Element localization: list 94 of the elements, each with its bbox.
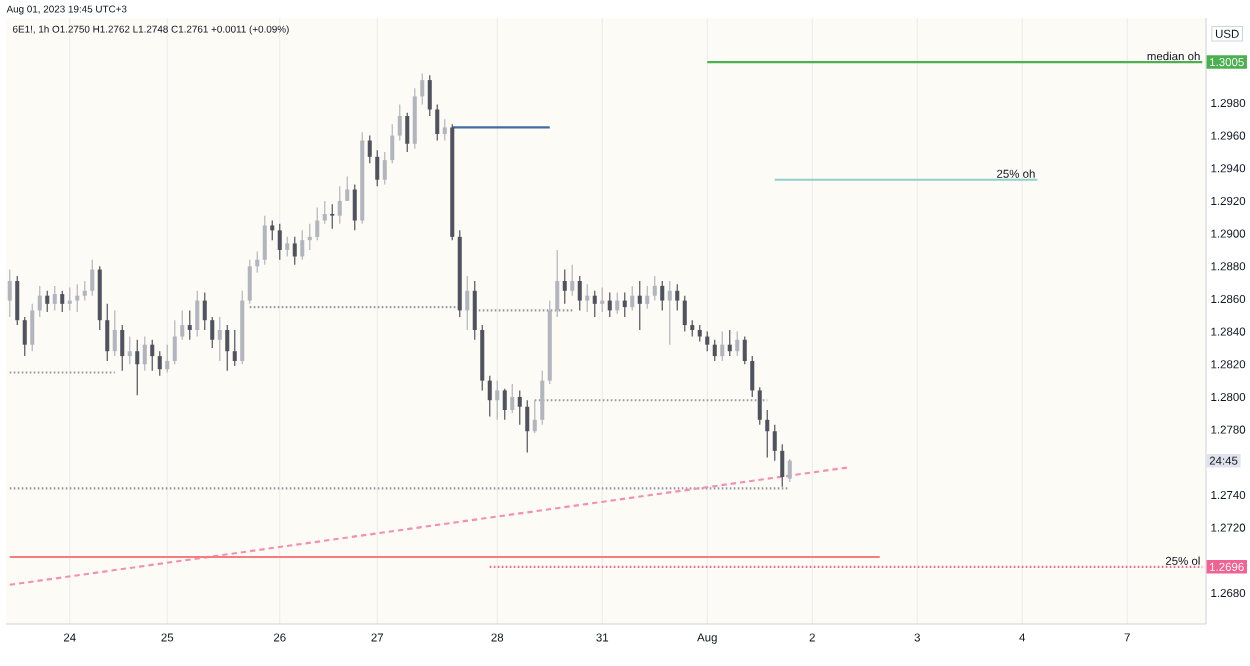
candlestick [652,275,657,302]
candlestick [165,344,170,374]
candlestick [367,135,372,164]
candlestick [562,268,567,305]
candlestick [322,200,327,225]
candlestick [157,350,162,377]
candlestick [592,290,597,318]
candlestick [585,283,590,313]
candlestick [15,275,20,326]
candlestick [645,285,650,310]
candlestick [105,303,110,362]
candlestick [675,283,680,311]
candlestick [67,286,72,311]
candlestick [262,215,267,266]
candlestick [180,309,185,341]
candlestick [195,290,200,338]
candlestick [637,280,642,331]
candlestick [630,285,635,311]
candlestick [532,399,537,434]
candlestick [135,339,140,396]
candlestick [495,380,500,421]
candlestick [720,331,725,362]
candlestick [472,280,477,341]
candlestick [502,388,507,421]
candlestick [187,309,192,341]
candlestick [540,370,545,426]
candlestick [375,149,380,187]
candlestick [52,285,57,311]
candlestick [210,316,215,349]
candlestick [570,264,575,297]
candlestick [600,286,605,313]
candlestick [37,285,42,318]
candlestick [75,283,80,313]
candlestick [735,331,740,357]
candlestick [712,339,717,362]
candlestick [487,375,492,418]
candlestick [442,118,447,142]
candlestick [60,290,65,313]
candlestick [607,291,612,318]
candlestick [172,319,177,365]
candlestick [750,355,755,398]
candlestick [427,74,432,117]
candlestick [757,386,762,426]
candlestick [742,335,747,365]
candlestick [787,458,792,483]
candlestick [22,316,27,357]
candlestick [622,291,627,318]
candlestick [150,339,155,372]
candlestick [405,112,410,153]
candlestick [300,229,305,261]
candlestick [7,268,12,318]
candlestick [292,236,297,266]
candlestick [765,409,770,458]
candlestick [510,383,515,414]
candlestick [120,324,125,372]
candlestick [270,219,275,241]
candlestick [315,206,320,241]
candlestick [390,123,395,164]
candlestick [232,329,237,367]
candlestick [615,291,620,315]
candlestick [780,443,785,488]
candlestick [577,275,582,311]
candlestick [82,280,87,302]
candlestick [435,103,440,142]
candlestick [465,275,470,331]
candlestick [307,223,312,251]
candlestick [277,223,282,261]
candlestick [217,316,222,362]
candlestick [142,335,147,372]
candlestick [352,184,357,231]
candlestick [285,236,290,258]
candlestick [705,331,710,352]
candlestick [555,249,560,318]
candlestick [660,280,665,311]
candlestick [345,175,350,202]
candlestick [330,203,335,230]
candlestick [127,335,132,365]
candlestick [30,303,35,352]
candlestick [337,185,342,225]
candlestick [772,424,777,462]
candlestick [382,151,387,186]
candlestick [112,309,117,357]
candlestick [247,259,252,305]
candlestick [667,280,672,346]
candlestick [397,103,402,142]
candlestick [90,259,95,297]
candlestick [412,87,417,150]
candlestick [525,399,530,454]
candlestick [45,290,50,313]
candlestick [225,324,230,372]
candlestick [517,389,522,426]
candlestick [202,291,207,331]
candlestick [682,295,687,333]
candlestick [420,72,425,106]
